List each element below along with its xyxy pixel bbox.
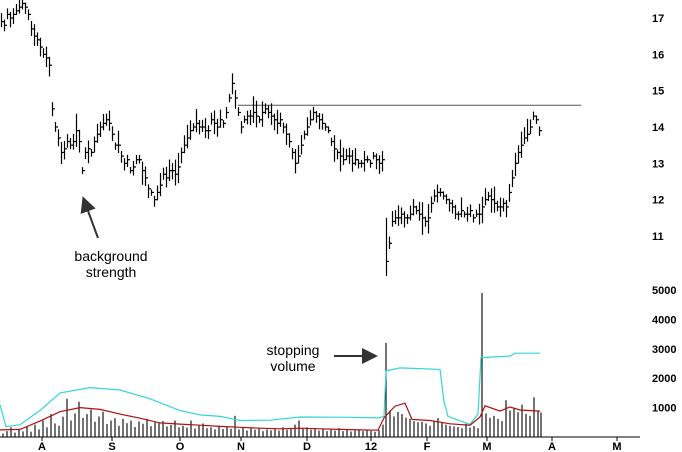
stopping-volume-label: stopping volume (252, 342, 334, 374)
month-tick-label: D (303, 441, 311, 452)
annotation-line: volume (270, 358, 316, 374)
price-tick-label: 16 (652, 49, 664, 61)
volume-tick-label: 2000 (652, 373, 676, 385)
month-tick-label: F (424, 441, 431, 452)
price-tick-label: 17 (652, 13, 664, 25)
month-tick-label: A (38, 441, 46, 452)
month-tick-label: 12 (365, 441, 377, 452)
month-tick-label: M (482, 441, 491, 452)
annotation-line: strength (85, 264, 137, 280)
month-tick-label: S (108, 441, 115, 452)
month-tick-label: N (237, 441, 245, 452)
price-tick-label: 15 (652, 86, 664, 98)
short-volume-average-line (0, 402, 541, 431)
annotation-line: background (74, 248, 148, 264)
background-strength-arrow (80, 196, 99, 239)
price-tick-label: 13 (652, 158, 664, 170)
volume-tick-label: 5000 (652, 285, 676, 297)
price-tick-label: 14 (652, 122, 665, 134)
price-tick-label: 12 (652, 195, 664, 207)
month-tick-label: M (612, 441, 621, 452)
month-tick-label: O (176, 441, 185, 452)
volume-tick-label: 4000 (652, 314, 676, 326)
background-strength-label: background strength (62, 248, 160, 280)
volume-tick-label: 3000 (652, 344, 676, 356)
volume-tick-label: 1000 (652, 403, 676, 415)
price-tick-label: 11 (652, 231, 664, 243)
long-volume-average-line (0, 352, 540, 428)
annotation-line: stopping (266, 342, 320, 358)
month-tick-label: A (548, 441, 556, 452)
